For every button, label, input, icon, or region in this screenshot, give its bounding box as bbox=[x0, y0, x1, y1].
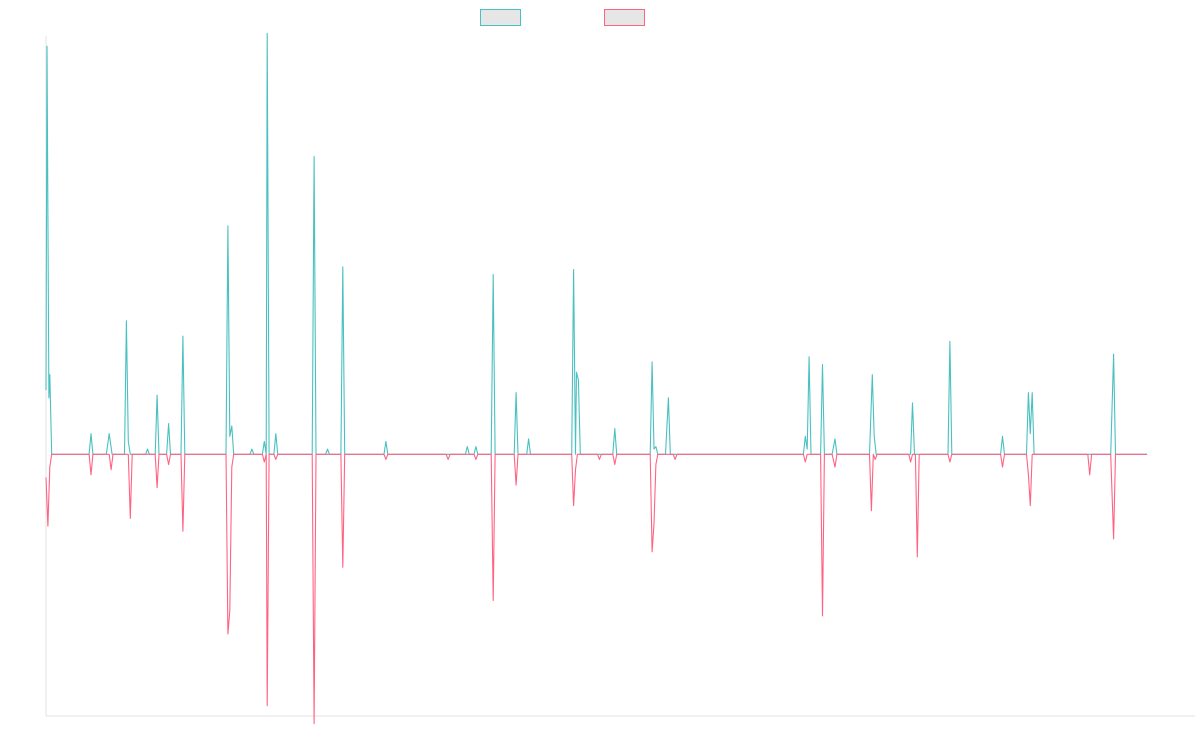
legend-swatch-2[interactable] bbox=[604, 9, 645, 26]
series-line-1 bbox=[45, 32, 1148, 455]
legend-swatch-1[interactable] bbox=[480, 9, 521, 26]
chart-axes bbox=[45, 36, 1195, 717]
series-line-2 bbox=[45, 453, 1148, 725]
series-layer bbox=[45, 32, 1148, 725]
legend bbox=[480, 9, 645, 26]
